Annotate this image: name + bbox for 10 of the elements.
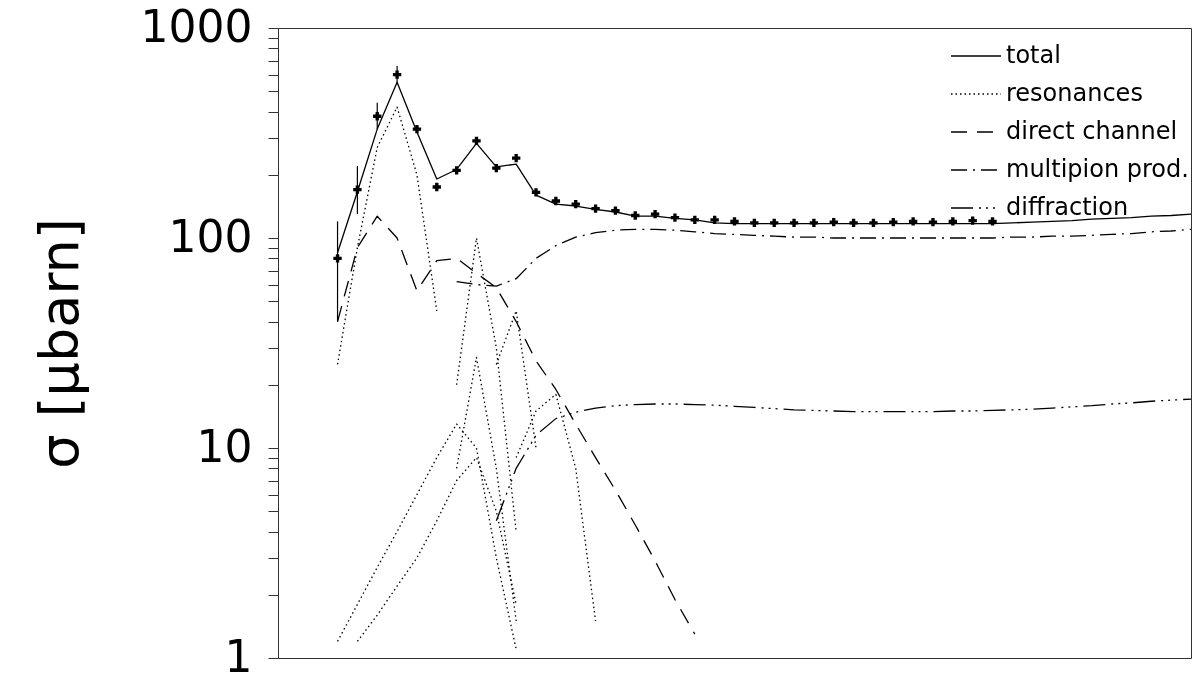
y-tick-label: 100: [168, 210, 253, 262]
legend-label: diffraction: [1006, 193, 1129, 221]
legend-label: resonances: [1006, 79, 1143, 107]
y-axis-title: σ [μbarn]: [27, 218, 91, 469]
y-tick-label: 1: [224, 630, 253, 682]
y-tick-label: 1000: [140, 0, 253, 52]
legend-label: total: [1006, 41, 1061, 69]
legend-label: direct channel: [1006, 117, 1178, 145]
legend-label: multipion prod.: [1006, 155, 1189, 183]
y-tick-label: 10: [196, 420, 253, 472]
